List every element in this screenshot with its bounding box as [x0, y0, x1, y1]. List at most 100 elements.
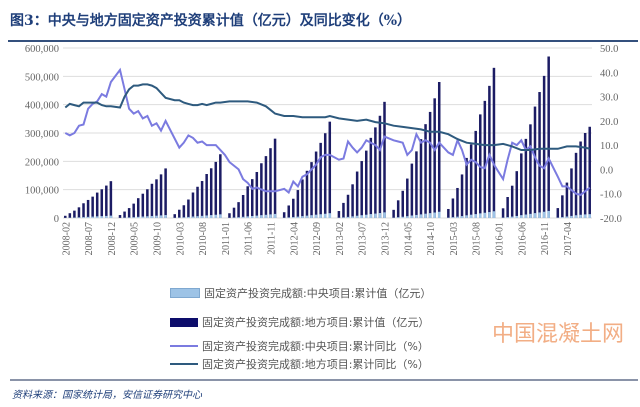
bar-local-cumulative — [155, 179, 158, 218]
bar-central-cumulative — [488, 212, 491, 218]
bar-local-cumulative — [483, 100, 487, 218]
bar-central-cumulative — [187, 216, 190, 218]
bar-local-cumulative — [529, 124, 532, 218]
bar-local-cumulative — [264, 156, 268, 218]
bar-central-cumulative — [428, 213, 432, 218]
bar-central-cumulative — [355, 215, 359, 218]
bar-central-cumulative — [251, 215, 254, 218]
y-left-tick-label: 0 — [54, 214, 59, 225]
y-right-tick-label: 20.0 — [600, 117, 618, 128]
bar-local-cumulative — [360, 161, 363, 218]
y-right-tick-label: -10.0 — [600, 190, 622, 201]
bar-central-cumulative — [141, 216, 145, 218]
bar-central-cumulative — [264, 214, 268, 218]
legend-item-local-yoy: 固定资产投资完成额:地方项目:累计同比（%） — [170, 356, 429, 372]
bar-local-cumulative — [260, 163, 263, 218]
bar-local-cumulative — [533, 106, 537, 218]
bar-central-cumulative — [469, 214, 473, 218]
bar-central-cumulative — [378, 213, 382, 218]
x-tick-label: 2011-01 — [221, 222, 232, 255]
bar-central-cumulative — [515, 215, 519, 218]
source-note: 资料来源：国家统计局，安信证券研究中心 — [12, 390, 202, 401]
bar-central-cumulative — [401, 216, 404, 218]
bar-local-cumulative — [365, 150, 368, 218]
bar-local-cumulative — [351, 184, 354, 218]
bar-local-cumulative — [328, 121, 332, 218]
bar-central-cumulative — [287, 217, 290, 218]
x-tick-label: 2013-12 — [381, 222, 392, 255]
bar-local-cumulative — [77, 207, 81, 218]
bar-local-cumulative — [310, 162, 313, 218]
x-tick-label: 2012-04 — [289, 222, 300, 255]
x-tick-label: 2009-05 — [130, 222, 141, 255]
bar-central-cumulative — [105, 215, 108, 218]
bar-local-cumulative — [91, 196, 94, 218]
x-tick-label: 2016-11 — [540, 222, 551, 255]
bar-local-cumulative — [319, 142, 322, 218]
bar-central-cumulative — [182, 217, 186, 218]
bar-local-cumulative — [469, 144, 473, 218]
bar-central-cumulative — [100, 216, 104, 218]
bar-local-cumulative — [561, 195, 564, 218]
bar-local-cumulative — [150, 183, 154, 218]
bar-local-cumulative — [146, 189, 149, 218]
bar-central-cumulative — [146, 216, 149, 218]
bar-central-cumulative — [314, 214, 318, 218]
bar-local-cumulative — [246, 186, 249, 218]
x-tick-label: 2013-02 — [335, 222, 346, 255]
bar-central-cumulative — [406, 216, 409, 218]
bar-local-cumulative — [355, 171, 359, 218]
bar-local-cumulative — [109, 181, 113, 218]
bar-local-cumulative — [460, 174, 464, 218]
x-tick-label: 2015-03 — [449, 222, 460, 255]
bar-central-cumulative — [86, 216, 90, 218]
bar-central-cumulative — [342, 217, 345, 218]
bar-local-cumulative — [205, 174, 208, 218]
bar-local-cumulative — [506, 197, 509, 218]
bar-central-cumulative — [219, 214, 222, 218]
bar-central-cumulative — [296, 216, 300, 218]
bar-central-cumulative — [374, 213, 377, 218]
bar-central-cumulative — [214, 214, 218, 218]
bar-local-cumulative — [305, 170, 309, 218]
bar-local-cumulative — [323, 133, 327, 218]
bar-central-cumulative — [255, 215, 259, 218]
bar-central-cumulative — [570, 215, 573, 218]
bar-local-cumulative — [73, 210, 76, 218]
bar-central-cumulative — [127, 217, 131, 218]
bar-central-cumulative — [155, 215, 158, 218]
bar-central-cumulative — [538, 212, 541, 218]
bar-central-cumulative — [415, 214, 418, 218]
bar-local-cumulative — [219, 154, 222, 218]
y-right-tick-label: -20.0 — [600, 214, 622, 225]
bar-central-cumulative — [396, 217, 400, 218]
bar-local-cumulative — [273, 138, 277, 218]
bar-local-cumulative — [437, 82, 441, 218]
bar-local-cumulative — [588, 126, 591, 218]
bar-local-cumulative — [82, 203, 85, 218]
bar-local-cumulative — [241, 194, 245, 218]
bar-central-cumulative — [483, 212, 487, 218]
bar-central-cumulative — [132, 217, 135, 218]
bar-local-cumulative — [369, 137, 373, 218]
bar-central-cumulative — [91, 216, 94, 218]
bar-local-cumulative — [164, 168, 167, 218]
x-tick-label: 2011-11 — [266, 222, 277, 255]
bar-local-cumulative — [342, 202, 345, 218]
y-right-tick-label: 30.0 — [600, 93, 618, 104]
bar-local-cumulative — [86, 199, 90, 218]
bar-local-cumulative — [346, 194, 350, 218]
bar-local-cumulative — [141, 193, 145, 218]
line-local-yoy — [64, 83, 590, 151]
bar-local-cumulative — [428, 111, 432, 218]
bar-local-cumulative — [488, 85, 491, 218]
bar-local-cumulative — [301, 179, 304, 218]
x-tick-label: 2008-12 — [107, 222, 118, 255]
bar-local-cumulative — [100, 189, 104, 218]
footer-divider — [10, 379, 638, 381]
bar-local-cumulative — [105, 185, 108, 218]
bar-central-cumulative — [292, 217, 295, 218]
bar-local-cumulative — [538, 92, 541, 218]
bar-central-cumulative — [533, 213, 537, 218]
